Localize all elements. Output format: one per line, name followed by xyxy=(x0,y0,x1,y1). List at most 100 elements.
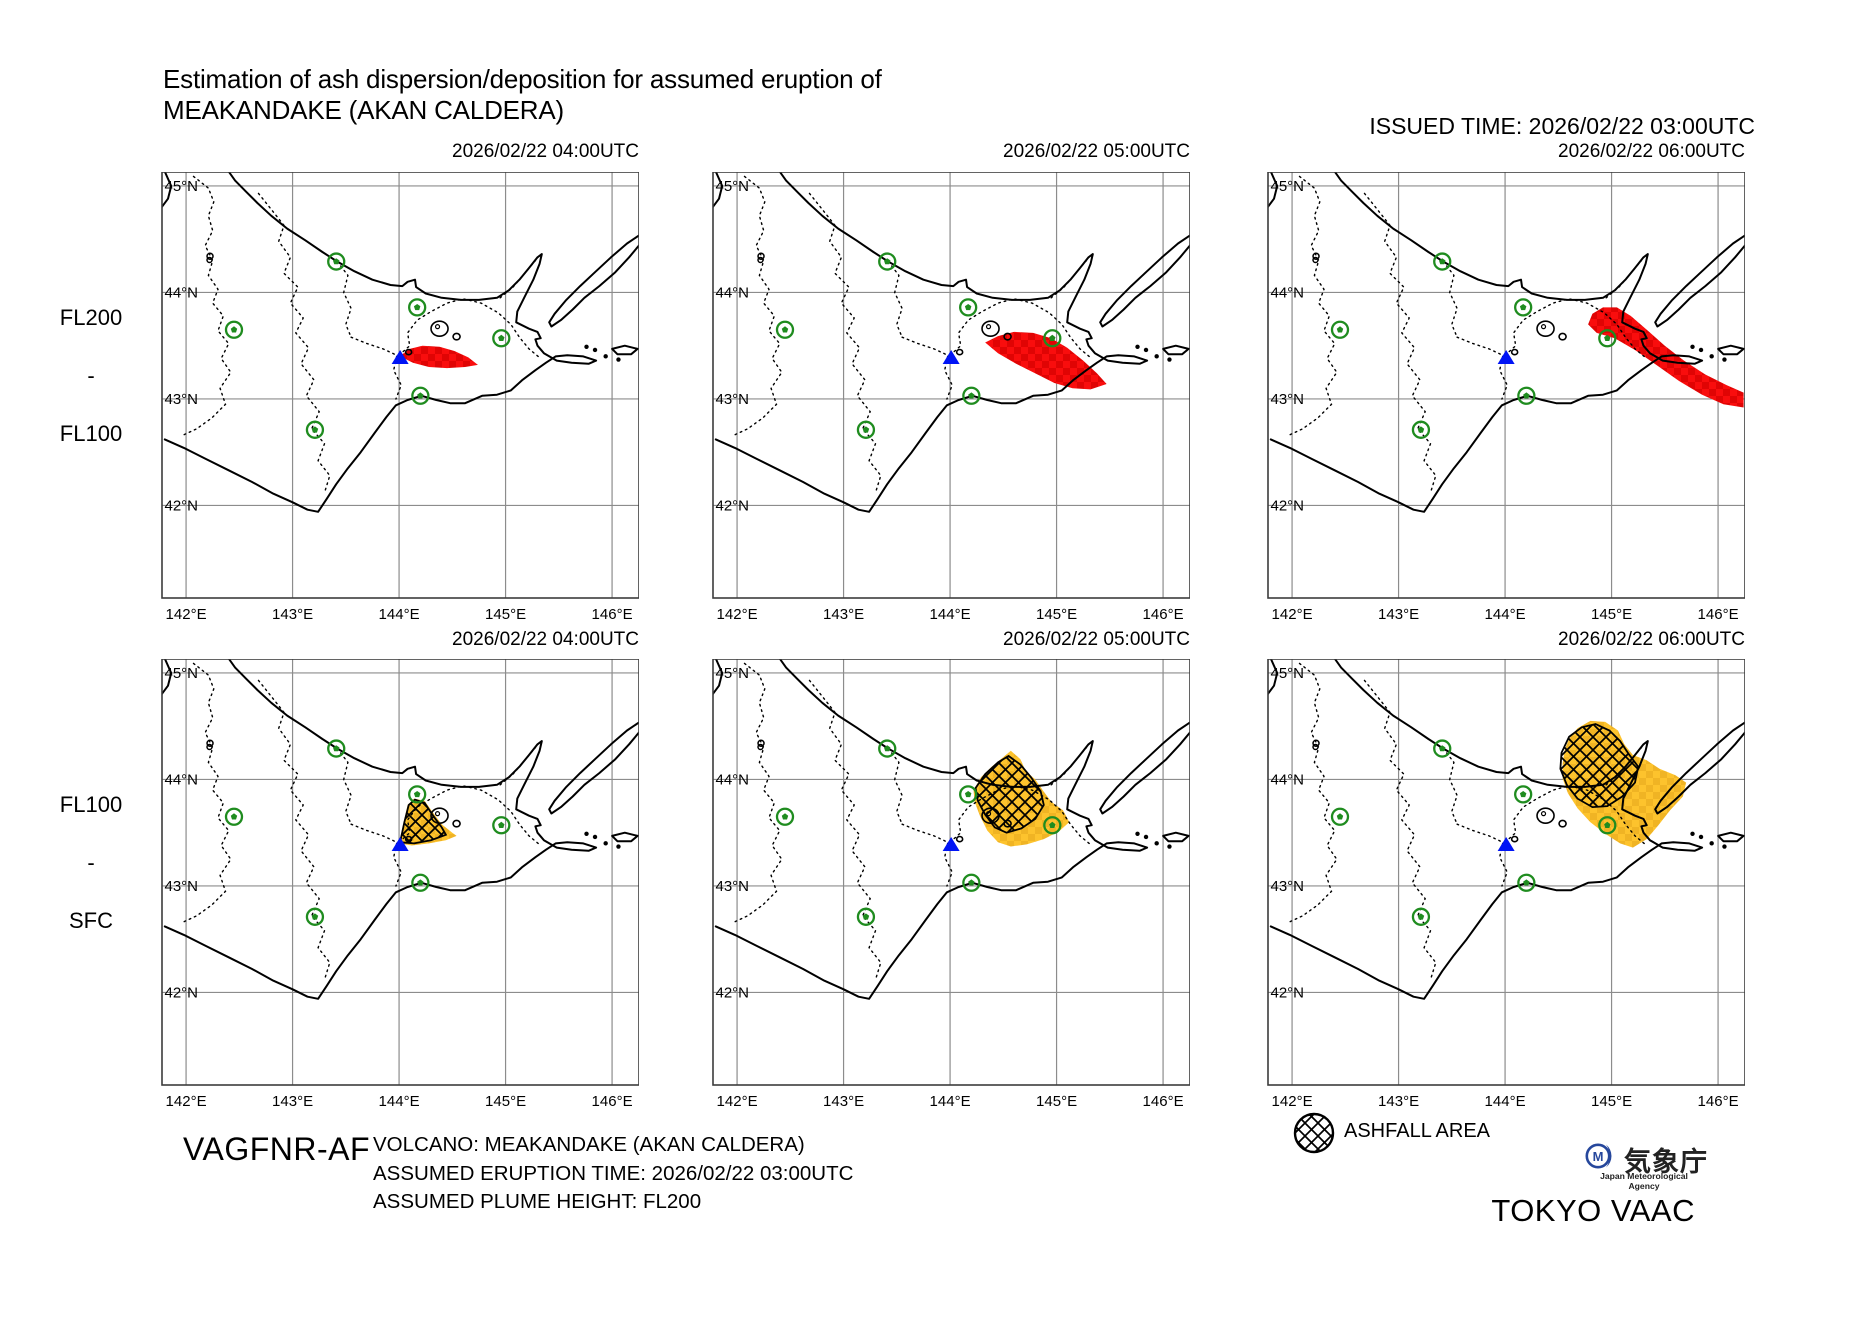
lon-label: 142°E xyxy=(717,606,758,623)
lon-label: 146°E xyxy=(592,606,633,623)
volcano-marker-icon xyxy=(411,873,430,892)
volcano-marker-icon xyxy=(775,320,795,339)
volcano-marker-icon xyxy=(1411,420,1431,439)
lon-label: 145°E xyxy=(485,1093,526,1110)
volcano-marker-icon xyxy=(775,807,795,826)
volcano-marker-icon xyxy=(1043,329,1062,348)
lat-label: 43°N xyxy=(715,391,749,408)
panel-valid-time-r1c1: 2026/02/22 05:00UTC xyxy=(1003,629,1190,650)
panel-valid-time-r0c1: 2026/02/22 05:00UTC xyxy=(1003,141,1190,162)
volcano-marker-icon xyxy=(411,386,430,405)
lat-label: 45°N xyxy=(164,178,198,195)
lat-label: 42°N xyxy=(164,984,198,1001)
assumed-plume-height-line: ASSUMED PLUME HEIGHT: FL200 xyxy=(373,1190,702,1214)
lat-label: 43°N xyxy=(715,878,749,895)
lat-label: 42°N xyxy=(715,497,749,514)
lon-label: 146°E xyxy=(1698,1093,1739,1110)
volcano-marker-icon xyxy=(959,298,978,317)
level-top-row-separator: - xyxy=(87,363,95,388)
volcano-marker-icon xyxy=(1330,807,1350,826)
lon-label: 145°E xyxy=(1591,606,1632,623)
map-panel-r0c1: 45°N 44°N 43°N 42°N 142°E 143°E 144°E 145°E 146°… xyxy=(712,172,1190,623)
volcano-marker-icon xyxy=(1598,329,1617,348)
lat-label: 44°N xyxy=(164,284,198,301)
volcano-marker-icon xyxy=(224,807,244,826)
level-bottom-row-upper: FL100 xyxy=(59,792,123,817)
volcano-marker-icon xyxy=(408,298,427,317)
eruption-site-triangle-icon xyxy=(942,349,960,364)
lon-label: 144°E xyxy=(379,1093,420,1110)
lon-label: 142°E xyxy=(166,606,207,623)
lat-label: 42°N xyxy=(715,984,749,1001)
lon-label: 142°E xyxy=(1272,606,1313,623)
lon-label: 146°E xyxy=(1143,1093,1184,1110)
panel-valid-time-r0c2: 2026/02/22 06:00UTC xyxy=(1558,141,1745,162)
volcano-marker-icon xyxy=(856,420,876,439)
jma-logo-text-en: Japan Meteorological Agency xyxy=(1600,1171,1688,1191)
volcano-marker-icon xyxy=(1330,320,1350,339)
volcano-marker-icon xyxy=(1514,785,1533,804)
lat-label: 45°N xyxy=(164,665,198,682)
volcano-marker-icon xyxy=(962,386,981,405)
panel-valid-time-r1c0: 2026/02/22 04:00UTC xyxy=(452,629,639,650)
lat-label: 45°N xyxy=(715,665,749,682)
lon-label: 146°E xyxy=(1143,606,1184,623)
volcano-marker-icon xyxy=(305,907,325,926)
eruption-site-triangle-icon xyxy=(942,836,960,851)
lon-label: 143°E xyxy=(1378,606,1419,623)
lon-label: 144°E xyxy=(930,606,971,623)
lon-label: 143°E xyxy=(272,1093,313,1110)
lat-label: 45°N xyxy=(715,178,749,195)
volcano-marker-icon xyxy=(962,873,981,892)
lon-label: 143°E xyxy=(823,1093,864,1110)
lat-label: 44°N xyxy=(1270,284,1304,301)
lon-label: 145°E xyxy=(1591,1093,1632,1110)
volcano-marker-icon xyxy=(492,329,511,348)
volcano-name-line: VOLCANO: MEAKANDAKE (AKAN CALDERA) xyxy=(373,1133,805,1156)
lat-label: 44°N xyxy=(715,284,749,301)
ashfall-legend-label: ASHFALL AREA xyxy=(1344,1120,1490,1142)
lon-label: 144°E xyxy=(1485,606,1526,623)
level-top-row-upper: FL200 xyxy=(59,305,123,330)
lon-label: 146°E xyxy=(592,1093,633,1110)
level-top-row-lower: FL100 xyxy=(59,421,123,446)
lon-label: 143°E xyxy=(1378,1093,1419,1110)
jma-logo-text-jp: 気象庁 xyxy=(1624,1147,1708,1177)
lat-label: 45°N xyxy=(1270,178,1304,195)
lat-label: 42°N xyxy=(1270,497,1304,514)
svg-text:M: M xyxy=(1593,1149,1604,1164)
lon-label: 142°E xyxy=(166,1093,207,1110)
level-bottom-row-lower: SFC xyxy=(69,908,113,933)
ash-dispersion-area xyxy=(985,331,1107,390)
lat-label: 42°N xyxy=(164,497,198,514)
ashfall-legend-icon xyxy=(1293,1112,1335,1154)
product-id: VAGFNR-AF xyxy=(183,1131,371,1167)
lat-label: 42°N xyxy=(1270,984,1304,1001)
volcano-marker-icon xyxy=(1433,739,1452,758)
ashfall-hatch-area xyxy=(1559,723,1640,809)
volcano-marker-icon xyxy=(1043,816,1062,835)
panel-valid-time-r1c2: 2026/02/22 06:00UTC xyxy=(1558,629,1745,650)
volcano-marker-icon xyxy=(1433,252,1452,271)
product-info: VOLCANO: MEAKANDAKE (AKAN CALDERA) ASSUM… xyxy=(373,1131,853,1217)
ash-dispersion-area xyxy=(1588,307,1744,408)
page-title: Estimation of ash dispersion/deposition … xyxy=(163,64,882,126)
volcano-marker-icon xyxy=(327,252,346,271)
panel-valid-time-r0c0: 2026/02/22 04:00UTC xyxy=(452,141,639,162)
lat-label: 43°N xyxy=(1270,391,1304,408)
ashfall-hatch-area xyxy=(974,754,1045,834)
title-line1: Estimation of ash dispersion/deposition … xyxy=(163,64,882,94)
volcano-marker-icon xyxy=(1517,873,1536,892)
lon-label: 145°E xyxy=(485,606,526,623)
eruption-site-triangle-icon xyxy=(1497,349,1515,364)
map-panel-r1c0: 45°N 44°N 43°N 42°N 142°E 143°E 144°E 145°E 146°… xyxy=(161,659,639,1110)
volcano-marker-icon xyxy=(224,320,244,339)
lon-label: 144°E xyxy=(379,606,420,623)
map-panel-r0c2: 45°N 44°N 43°N 42°N 142°E 143°E 144°E 145°E 146°… xyxy=(1267,172,1745,623)
map-panel-r1c2: 45°N 44°N 43°N 42°N 142°E 143°E 144°E 145°E 146°… xyxy=(1267,659,1745,1110)
lon-label: 145°E xyxy=(1036,1093,1077,1110)
volcano-marker-icon xyxy=(1598,816,1617,835)
lon-label: 146°E xyxy=(1698,606,1739,623)
eruption-site-triangle-icon xyxy=(391,349,409,364)
tokyo-vaac-label: TOKYO VAAC xyxy=(1491,1193,1695,1228)
